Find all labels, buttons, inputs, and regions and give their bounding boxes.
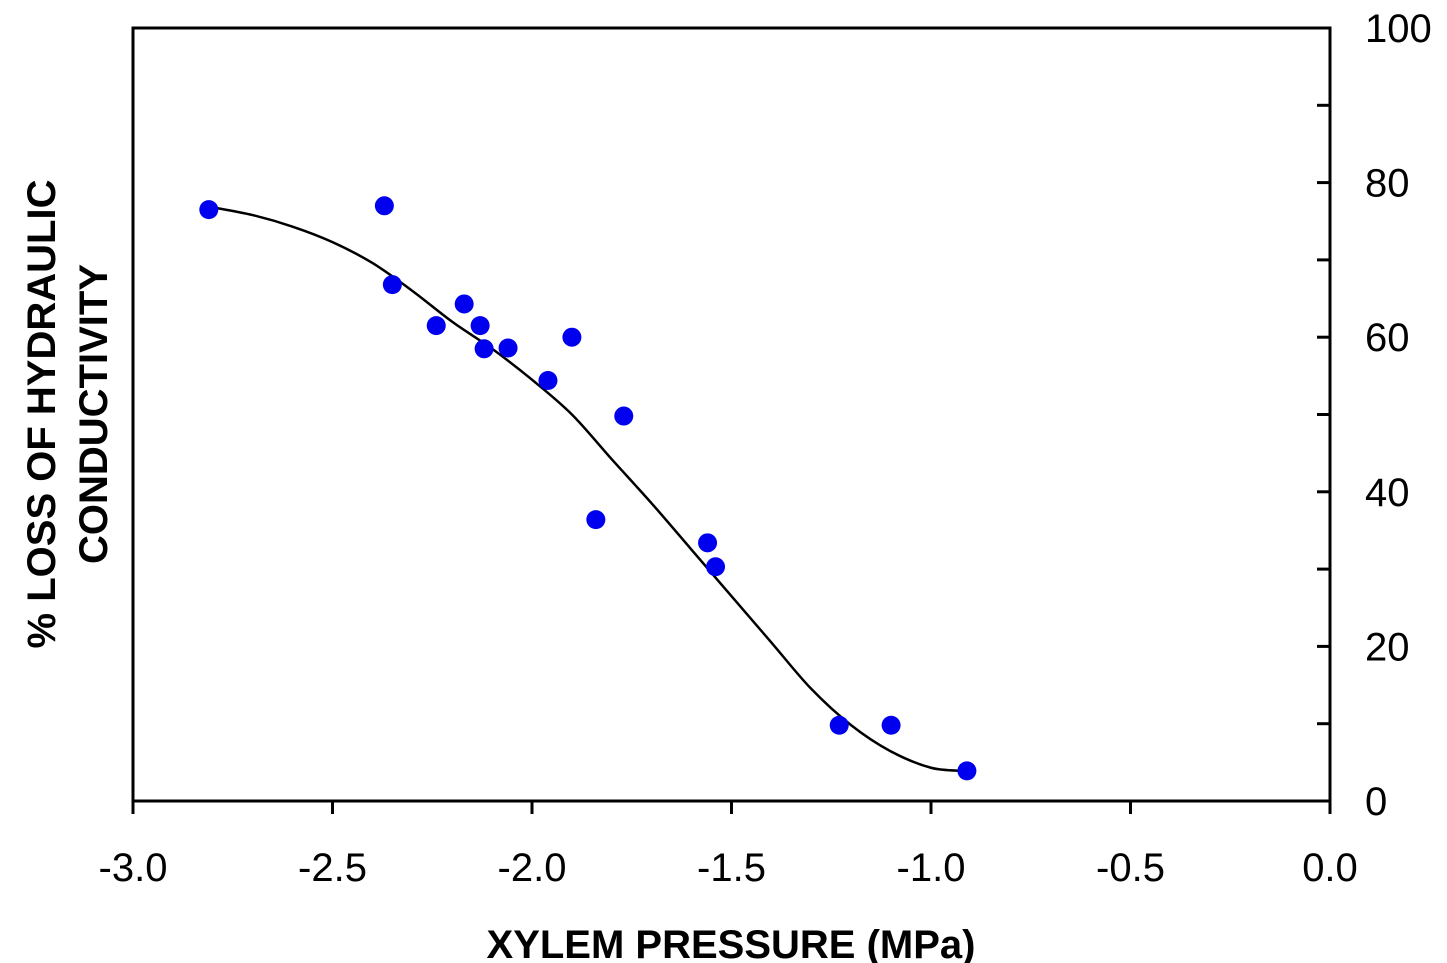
data-point: [614, 406, 634, 426]
y-tick-label: 80: [1365, 162, 1410, 206]
data-point: [881, 715, 901, 735]
x-tick-label: -2.5: [298, 846, 367, 890]
data-point: [382, 275, 402, 295]
data-point: [498, 338, 518, 358]
y-tick-label: 100: [1365, 7, 1432, 51]
x-tick-label: -1.5: [697, 846, 766, 890]
data-points: [199, 196, 977, 781]
fit-curve: [212, 206, 964, 773]
y-tick-label: 40: [1365, 471, 1410, 515]
y-tick-label: 60: [1365, 316, 1410, 360]
y-tick-label: 20: [1365, 625, 1410, 669]
x-tick-label: -0.5: [1096, 846, 1165, 890]
data-point: [426, 316, 446, 336]
fit-curve-layer: [212, 206, 964, 773]
x-axis-title: XYLEM PRESSURE (MPa): [487, 923, 976, 963]
data-point: [562, 327, 582, 347]
data-point: [586, 510, 606, 530]
data-point: [474, 339, 494, 359]
data-point: [957, 761, 977, 781]
x-tick-label: -2.0: [498, 846, 567, 890]
y-axis-title-line-2: CONDUCTIVITY: [72, 264, 116, 564]
data-point: [454, 294, 474, 314]
x-axis-ticks: -3.0 -2.5 -2.0 -1.5 -1.0 -0.5 0.0: [99, 801, 1358, 890]
data-point: [706, 557, 726, 577]
y-axis-ticks: 0 20 40 60 80 100: [1317, 7, 1432, 824]
x-tick-label: -3.0: [99, 846, 168, 890]
data-point: [538, 370, 558, 390]
data-point: [829, 715, 849, 735]
y-axis-title-line-1: % LOSS OF HYDRAULIC: [20, 180, 64, 649]
y-tick-label: 0: [1365, 780, 1387, 824]
plot-frame: [131, 26, 1332, 803]
data-point: [374, 196, 394, 216]
data-point: [199, 200, 219, 220]
y-axis-title: % LOSS OF HYDRAULIC CONDUCTIVITY: [20, 180, 116, 649]
data-point: [470, 316, 490, 336]
data-point: [698, 533, 718, 553]
axes: [131, 26, 1332, 803]
x-tick-label: 0.0: [1302, 846, 1358, 890]
x-tick-label: -1.0: [897, 846, 966, 890]
